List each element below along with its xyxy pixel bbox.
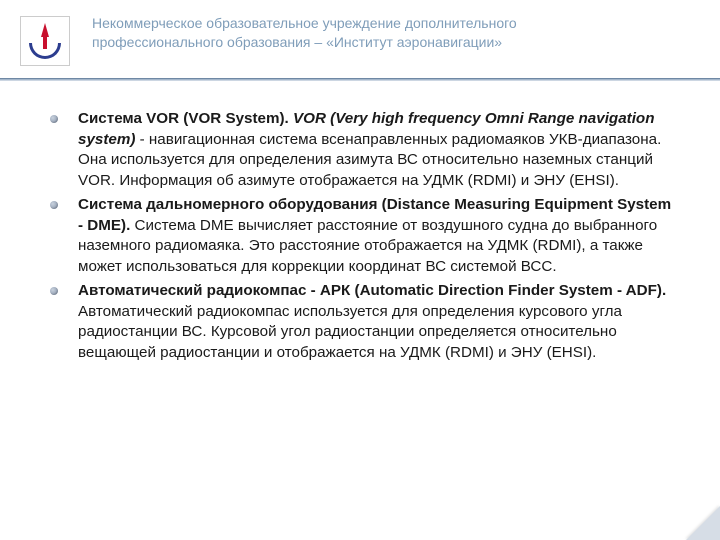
list-item: Система VOR (VOR System). VOR (Very high… (44, 109, 676, 191)
bullet-list: Система VOR (VOR System). VOR (Very high… (44, 109, 676, 363)
slide-header: Некоммерческое образовательное учреждени… (0, 0, 720, 66)
slide-body: Система VOR (VOR System). VOR (Very high… (0, 81, 720, 387)
logo (20, 16, 70, 66)
list-item: Автоматический радиокомпас - АРК (Automa… (44, 281, 676, 363)
list-item: Система дальномерного оборудования (Dist… (44, 195, 676, 277)
item-rest: - навигационная система всенаправленных … (78, 131, 661, 189)
logo-graphic (25, 21, 65, 61)
header-title: Некоммерческое образовательное учреждени… (92, 10, 517, 52)
item-rest: Автоматический радиокомпас используется … (78, 303, 622, 361)
page-curl-icon (686, 506, 720, 540)
item-bold-lead: Автоматический радиокомпас - АРК (Automa… (78, 282, 666, 299)
item-bold-lead: Система VOR (VOR System). (78, 110, 289, 127)
title-line-2: профессионального образования – «Институ… (92, 33, 517, 52)
title-line-1: Некоммерческое образовательное учреждени… (92, 14, 517, 33)
item-rest: Система DME вычисляет расстояние от возд… (78, 217, 657, 275)
